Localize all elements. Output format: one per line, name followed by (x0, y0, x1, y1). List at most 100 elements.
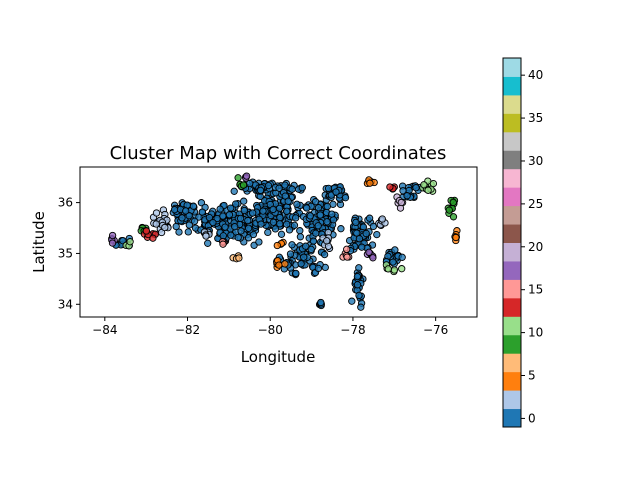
cluster-point (205, 213, 214, 222)
y-tick-label: 35 (58, 246, 73, 260)
x-axis-label: Longitude (241, 348, 316, 366)
colorbar: 0 5 10 15 20 25 30 35 40 (502, 57, 543, 428)
cluster-point (273, 241, 281, 250)
cluster-point (320, 250, 329, 259)
cluster-point (149, 234, 157, 242)
cluster-point (398, 253, 406, 261)
cluster-point (182, 207, 190, 215)
cluster-point (221, 223, 229, 231)
cluster-point (202, 232, 210, 240)
cluster-point (369, 254, 377, 262)
cluster-point (449, 198, 457, 207)
cluster-point (126, 238, 134, 246)
cluster-point (276, 220, 284, 228)
cluster-point (234, 233, 242, 242)
cluster-point (352, 218, 360, 227)
cluster-point (369, 222, 378, 231)
colorbar-segment (503, 353, 521, 373)
cluster-point (225, 211, 234, 219)
cluster-point (219, 212, 227, 220)
cluster-point (244, 224, 253, 232)
cluster-point (317, 298, 325, 307)
cluster-point (281, 181, 289, 189)
colorbar-segment (503, 76, 521, 96)
colorbar-tick-label: 5 (528, 369, 536, 383)
cluster-point (306, 212, 314, 220)
scatter-points (108, 172, 461, 311)
cluster-point (290, 221, 299, 229)
y-tick-label: 36 (58, 196, 73, 210)
cluster-point (314, 204, 323, 212)
cluster-point (373, 230, 381, 239)
cluster-point (314, 264, 323, 273)
cluster-point (271, 225, 280, 233)
cluster-point (292, 214, 300, 222)
cluster-point (232, 200, 240, 208)
cluster-point (108, 239, 117, 247)
cluster-point (198, 208, 206, 216)
colorbar-segment (503, 150, 521, 170)
cluster-point (355, 264, 363, 272)
cluster-point (239, 181, 248, 189)
cluster-point (358, 243, 366, 251)
cluster-point (390, 266, 399, 274)
chart-title: Cluster Map with Correct Coordinates (110, 143, 447, 164)
cluster-point (185, 221, 193, 229)
cluster-point (249, 209, 257, 217)
colorbar-segment (503, 334, 521, 354)
cluster-point (242, 172, 251, 180)
colorbar-tick-label: 20 (528, 240, 543, 254)
cluster-point (244, 216, 252, 225)
cluster-point (296, 227, 304, 235)
cluster-point (323, 202, 331, 211)
colorbar-tick-label: 0 (528, 411, 536, 425)
cluster-point (366, 179, 374, 187)
cluster-point (378, 215, 386, 223)
cluster-point (302, 242, 310, 250)
colorbar-ticks: 0 5 10 15 20 25 30 35 40 (521, 68, 543, 425)
cluster-point (311, 198, 320, 206)
colorbar-tick-label: 25 (528, 197, 543, 211)
cluster-point (355, 235, 364, 243)
cluster-point (257, 220, 265, 228)
cluster-point (264, 228, 272, 237)
cluster-point (142, 227, 151, 235)
cluster-point (324, 184, 333, 193)
colorbar-segment (503, 94, 521, 114)
cluster-point (323, 218, 331, 226)
x-tick-label: −80 (258, 323, 283, 337)
cluster-point (420, 181, 428, 189)
colorbar-segment (503, 297, 521, 317)
cluster-point (312, 229, 320, 237)
cluster-point (240, 206, 248, 215)
colorbar-segment (503, 224, 521, 243)
colorbar-segment (503, 408, 521, 428)
cluster-point (277, 230, 286, 238)
cluster-point (365, 248, 373, 256)
cluster-point (343, 253, 351, 261)
cluster-point (227, 231, 235, 239)
cluster-point (178, 214, 186, 222)
cluster-point (452, 233, 460, 242)
cluster-point (343, 245, 351, 253)
cluster-point (285, 226, 294, 234)
cluster-point (286, 250, 295, 258)
colorbar-segment (503, 390, 521, 410)
cluster-point (298, 184, 306, 192)
cluster-point (284, 197, 292, 205)
cluster-point (348, 297, 356, 305)
colorbar-segment (503, 242, 521, 262)
cluster-point (297, 260, 305, 268)
colorbar-segment (503, 113, 521, 133)
cluster-point (341, 194, 350, 202)
colorbar-tick-label: 35 (528, 111, 543, 125)
cluster-point (264, 181, 273, 190)
cluster-point (397, 198, 405, 207)
colorbar-segment (503, 168, 521, 188)
cluster-point (204, 239, 212, 247)
cluster-point (230, 187, 238, 195)
cluster-point (255, 238, 263, 246)
cluster-point (449, 213, 458, 221)
cluster-point (429, 179, 438, 188)
cluster-point (185, 212, 193, 220)
